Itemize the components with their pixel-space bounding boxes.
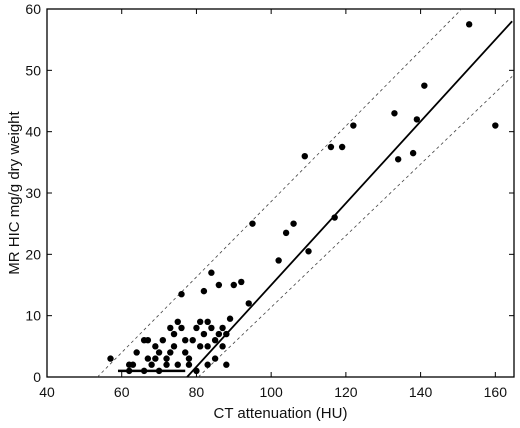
- data-point: [182, 337, 189, 344]
- data-point: [144, 355, 152, 362]
- x-tick-label: 100: [259, 384, 283, 400]
- data-point: [391, 110, 398, 117]
- data-point: [185, 361, 193, 368]
- y-tick-label: 10: [25, 308, 41, 324]
- data-point: [163, 355, 170, 362]
- data-point: [155, 367, 163, 375]
- data-point: [305, 248, 312, 255]
- data-point: [185, 355, 193, 362]
- data-point: [178, 324, 185, 332]
- data-point: [223, 361, 230, 368]
- data-point: [167, 324, 174, 332]
- x-axis-label: CT attenuation (HU): [214, 405, 348, 422]
- data-point: [204, 361, 211, 368]
- x-tick-label: 80: [189, 384, 205, 400]
- confidence-bound-line: [97, 8, 462, 378]
- data-point: [152, 355, 159, 362]
- y-tick-label: 60: [25, 1, 41, 17]
- confidence-bound-line: [198, 76, 513, 378]
- data-point: [196, 343, 204, 350]
- data-point: [125, 367, 133, 375]
- data-point: [196, 318, 204, 325]
- data-point: [409, 149, 417, 157]
- data-point: [338, 143, 346, 151]
- data-point: [215, 281, 223, 289]
- data-point: [211, 355, 219, 362]
- data-point: [230, 281, 237, 289]
- data-point: [421, 82, 428, 89]
- data-point: [215, 330, 223, 338]
- data-point: [413, 116, 421, 123]
- data-point: [331, 214, 338, 221]
- data-point: [182, 349, 189, 356]
- data-point: [465, 21, 473, 28]
- data-point: [200, 330, 208, 338]
- data-point: [238, 278, 245, 286]
- x-tick-label: 40: [39, 384, 55, 400]
- data-point: [350, 122, 357, 129]
- y-tick-label: 30: [25, 185, 41, 201]
- data-point: [167, 349, 174, 356]
- data-point: [208, 324, 215, 332]
- data-point: [189, 337, 196, 344]
- data-point: [163, 361, 170, 368]
- data-point: [282, 229, 290, 237]
- data-point: [290, 220, 297, 227]
- data-point: [223, 330, 230, 338]
- data-point: [174, 361, 181, 368]
- plot-area: [46, 8, 515, 378]
- data-point: [144, 337, 152, 344]
- fit-lines: [97, 8, 513, 378]
- data-point: [219, 324, 226, 332]
- data-point: [394, 156, 402, 163]
- regression-line: [186, 20, 513, 378]
- data-point: [208, 269, 215, 276]
- y-tick-label: 40: [25, 124, 41, 140]
- data-point: [200, 287, 208, 295]
- data-point: [170, 343, 178, 350]
- data-point: [107, 355, 114, 362]
- data-point: [140, 367, 148, 375]
- x-tick-label: 60: [114, 384, 130, 400]
- data-point: [148, 361, 155, 368]
- data-point: [245, 300, 252, 307]
- data-point: [204, 343, 211, 350]
- data-point: [174, 318, 181, 325]
- data-point: [211, 337, 219, 344]
- data-point: [219, 343, 226, 350]
- data-point: [226, 315, 234, 322]
- y-tick-label: 20: [25, 246, 41, 262]
- data-point: [129, 361, 137, 368]
- y-axis-ticks: 0 10 20 30 40 50 60: [25, 1, 514, 385]
- data-point: [193, 367, 200, 375]
- data-point: [152, 343, 159, 350]
- y-tick-label: 0: [33, 369, 41, 385]
- data-point: [155, 349, 163, 356]
- data-point: [275, 257, 282, 264]
- plot-frame: [46, 8, 515, 378]
- x-tick-label: 140: [409, 384, 433, 400]
- data-point: [327, 143, 335, 151]
- data-point: [170, 330, 178, 338]
- x-tick-label: 160: [484, 384, 508, 400]
- data-point: [133, 349, 140, 356]
- data-point: [249, 220, 256, 227]
- data-point: [159, 337, 167, 344]
- data-point: [193, 324, 200, 332]
- data-point: [492, 122, 499, 129]
- x-tick-label: 120: [334, 384, 358, 400]
- data-point: [178, 291, 185, 298]
- data-points: [107, 21, 499, 375]
- y-tick-label: 50: [25, 62, 41, 78]
- data-point: [301, 153, 308, 160]
- data-point: [204, 318, 211, 325]
- y-axis-label: MR HIC mg/g dry weight: [6, 110, 23, 274]
- x-axis-ticks: 40 60 80 100 120 140 160: [39, 9, 507, 400]
